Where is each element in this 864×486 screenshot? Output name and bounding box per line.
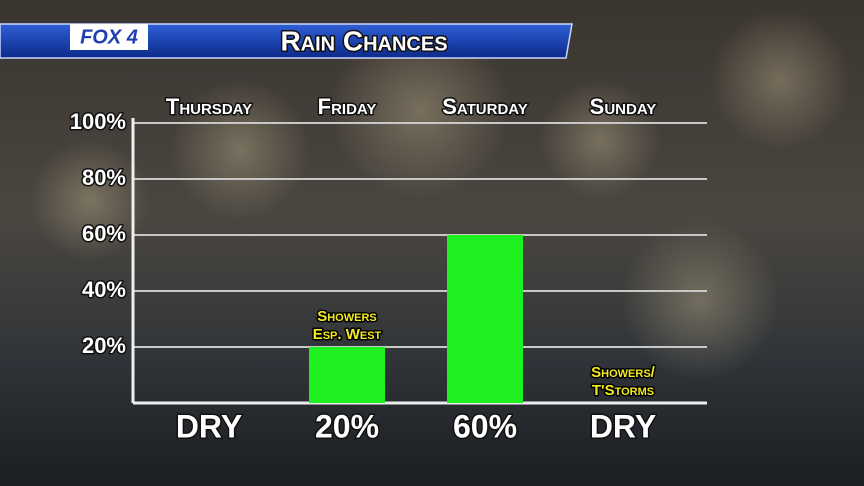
bokeh xyxy=(30,10,850,380)
bar xyxy=(447,235,523,403)
value-label: 20% xyxy=(315,408,379,444)
y-tick-label: 40% xyxy=(82,277,126,302)
value-label: DRY xyxy=(590,408,656,444)
annotation: Showers xyxy=(317,308,377,325)
logo: FOX 4 xyxy=(80,26,138,48)
y-tick-label: 20% xyxy=(82,333,126,358)
x-tick-label: Thursday xyxy=(166,94,252,119)
annotation: Showers/ xyxy=(591,364,656,381)
annotation: T'Storms xyxy=(592,382,654,399)
y-tick-label: 100% xyxy=(70,109,126,134)
x-tick-label: Friday xyxy=(318,94,377,119)
chart-title: Rain Chances xyxy=(280,25,447,56)
logo-box xyxy=(70,24,148,50)
y-tick-label: 80% xyxy=(82,165,126,190)
value-label: 60% xyxy=(453,408,517,444)
x-tick-label: Saturday xyxy=(442,94,528,119)
annotation: Esp. West xyxy=(313,326,382,343)
bar xyxy=(309,347,385,403)
value-label: DRY xyxy=(176,408,242,444)
x-tick-label: Sunday xyxy=(590,94,657,119)
y-tick-label: 60% xyxy=(82,221,126,246)
